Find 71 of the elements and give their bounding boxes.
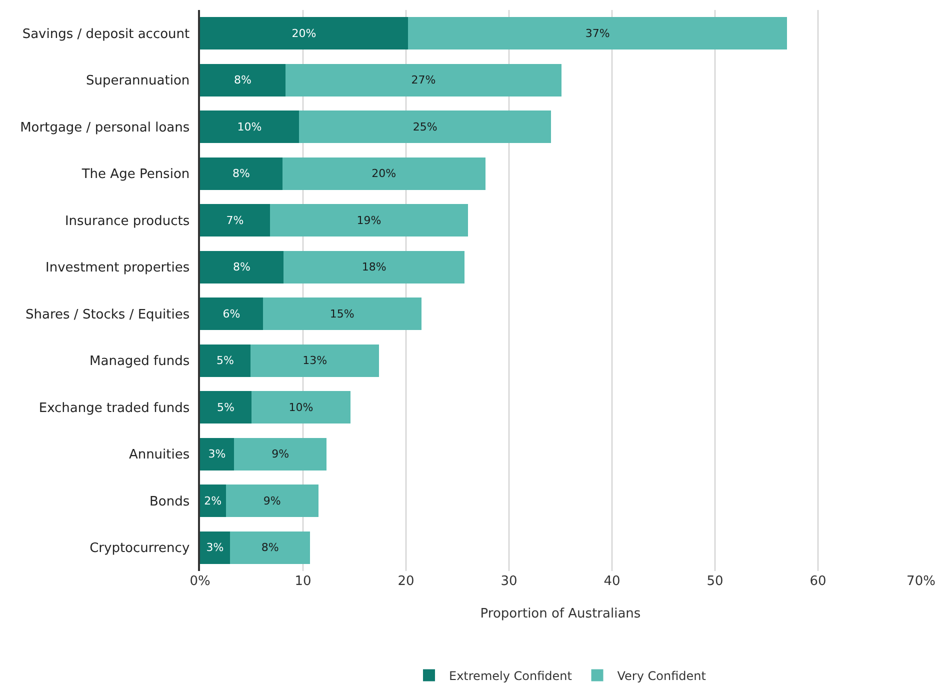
bar [270, 204, 468, 237]
data-label: 37% [585, 26, 610, 40]
bar [282, 157, 486, 190]
x-axis-title: Proportion of Australians [480, 606, 641, 622]
bar [262, 298, 422, 330]
data-label: 9% [263, 494, 281, 508]
x-tick-label: 10 [294, 574, 312, 589]
data-label: 8% [232, 260, 250, 274]
bar [234, 438, 327, 470]
y-tick-label: Shares / Stocks / Equities [26, 307, 190, 322]
bar [200, 344, 250, 377]
bar [200, 17, 408, 50]
y-tick-label: Bonds [150, 494, 190, 510]
y-tick-label: Mortgage / personal loans [20, 120, 190, 136]
bar [408, 17, 788, 50]
bar [250, 344, 380, 377]
data-label: 20% [372, 167, 396, 180]
x-tick-label: 70% [906, 574, 936, 589]
x-tick-label: 40 [604, 574, 620, 589]
data-label: 6% [222, 307, 240, 320]
y-tick-label: Managed funds [90, 354, 190, 370]
data-label: 10% [237, 120, 262, 134]
data-label: 18% [362, 260, 386, 274]
bar [285, 64, 562, 96]
x-tick-label: 30 [500, 574, 518, 589]
bar [298, 110, 552, 144]
bar [200, 110, 299, 144]
data-label: 19% [356, 214, 382, 227]
data-label: 3% [208, 448, 226, 461]
data-label: 5% [217, 400, 234, 414]
bar [200, 157, 282, 190]
bar [200, 484, 226, 518]
x-tick-label: 20 [398, 574, 414, 589]
bar [226, 484, 318, 518]
data-label: 5% [216, 354, 234, 368]
data-label: 13% [302, 354, 328, 368]
data-label: 15% [330, 307, 354, 320]
data-label: 25% [412, 120, 438, 134]
bar [200, 391, 252, 424]
bar [252, 391, 350, 424]
bar [200, 250, 284, 284]
y-tick-label: Savings / deposit account [22, 26, 190, 42]
x-tick-label: 50 [706, 574, 724, 589]
bar [200, 438, 234, 470]
bar [200, 64, 286, 96]
bar [200, 204, 270, 237]
bar [200, 531, 230, 564]
data-label: 10% [288, 400, 314, 414]
y-tick-label: The Age Pension [80, 167, 190, 182]
data-label: 9% [272, 448, 290, 461]
x-tick-label: 0% [190, 574, 210, 589]
data-label: 7% [226, 214, 244, 227]
bar [200, 298, 263, 330]
bar [230, 531, 310, 564]
data-label: 3% [206, 541, 224, 554]
legend-label: Extremely Confident [449, 668, 572, 683]
y-tick-label: Superannuation [86, 74, 190, 89]
y-tick-label: Cryptocurrency [90, 541, 190, 556]
legend-label: Very Confident [617, 668, 706, 683]
data-label: 8% [232, 167, 250, 180]
y-tick-label: Investment properties [46, 260, 190, 276]
bar [283, 250, 465, 284]
y-tick-label: Insurance products [64, 214, 190, 229]
data-label: 2% [204, 494, 222, 508]
x-tick-label: 60 [810, 574, 826, 589]
data-label: 8% [234, 74, 252, 87]
data-label: 8% [261, 541, 279, 554]
data-label: 27% [411, 74, 436, 87]
y-tick-label: Annuities [128, 448, 190, 463]
data-label: 20% [292, 26, 316, 40]
y-tick-label: Exchange traded funds [38, 400, 190, 416]
